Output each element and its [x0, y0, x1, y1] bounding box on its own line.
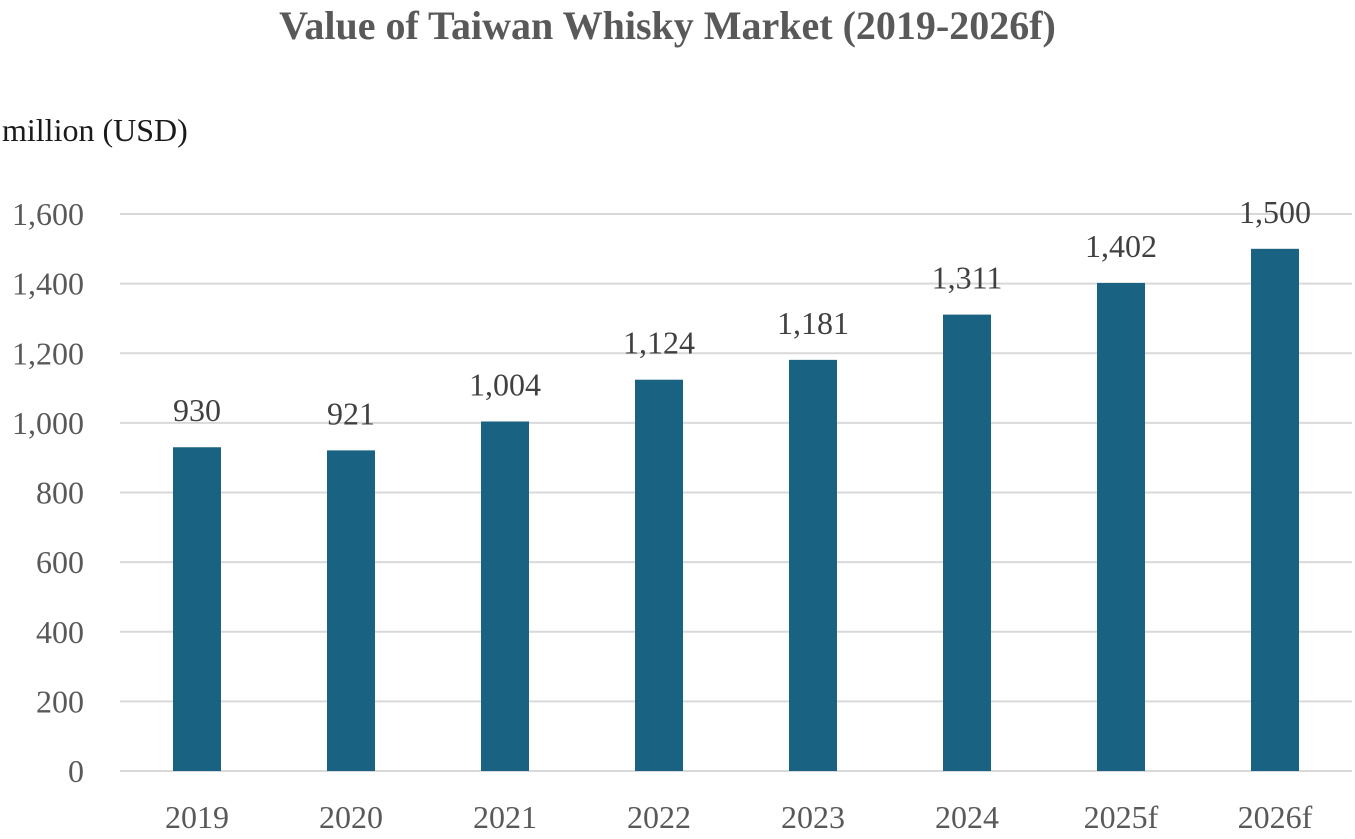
- x-tick-label: 2022: [627, 799, 691, 835]
- x-tick-label: 2020: [319, 799, 383, 835]
- data-label: 930: [173, 392, 221, 428]
- x-axis-ticks: 2019 2020 2021 2022 2023 2024 2025f 2026f: [165, 799, 1313, 835]
- data-label: 1,311: [932, 260, 1003, 296]
- y-axis-unit-label: million (USD): [2, 112, 188, 148]
- y-tick-label: 800: [36, 475, 84, 511]
- bar: [1251, 248, 1299, 771]
- bar: [1097, 282, 1145, 771]
- y-tick-label: 400: [36, 614, 84, 650]
- y-tick-label: 1,400: [12, 266, 84, 302]
- bar: [327, 450, 375, 771]
- y-axis-ticks: 0 200 400 600 800 1,000 1,200 1,400 1,600: [12, 196, 84, 789]
- bars: [173, 248, 1299, 771]
- x-tick-label: 2025f: [1084, 799, 1159, 835]
- data-label: 1,402: [1085, 228, 1157, 264]
- data-label: 921: [327, 395, 375, 431]
- y-tick-label: 0: [68, 753, 84, 789]
- gridlines: [120, 213, 1352, 772]
- y-tick-label: 1,600: [12, 196, 84, 232]
- data-label: 1,500: [1239, 194, 1311, 230]
- y-tick-label: 600: [36, 544, 84, 580]
- x-tick-label: 2021: [473, 799, 537, 835]
- data-label: 1,004: [469, 366, 541, 402]
- bar: [481, 421, 529, 771]
- data-label: 1,124: [623, 325, 695, 361]
- bar: [635, 379, 683, 771]
- y-tick-label: 200: [36, 683, 84, 719]
- bar: [173, 447, 221, 771]
- x-tick-label: 2019: [165, 799, 229, 835]
- chart-title: Value of Taiwan Whisky Market (2019-2026…: [279, 3, 1056, 48]
- bar: [789, 359, 837, 771]
- x-tick-label: 2023: [781, 799, 845, 835]
- data-labels: 930 921 1,004 1,124 1,181 1,311 1,402 1,500: [173, 194, 1311, 432]
- x-tick-label: 2024: [935, 799, 999, 835]
- data-label: 1,181: [777, 305, 849, 341]
- bar: [943, 314, 991, 771]
- y-tick-label: 1,200: [12, 335, 84, 371]
- x-tick-label: 2026f: [1238, 799, 1313, 835]
- y-tick-label: 1,000: [12, 405, 84, 441]
